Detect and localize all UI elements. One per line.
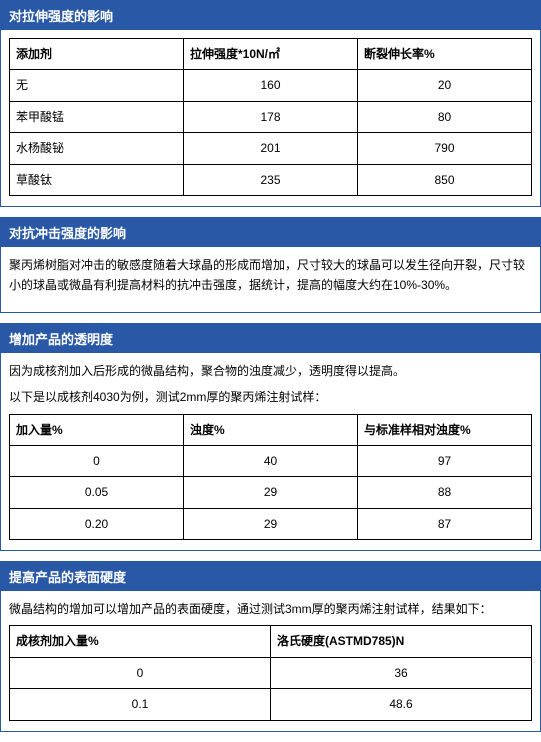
paragraph: 以下是以成核剂4030为例，测试2mm厚的聚丙烯注射试样： [9, 387, 532, 407]
cell: 97 [358, 445, 532, 476]
section-header: 提高产品的表面硬度 [1, 562, 540, 591]
table-transparency: 加入量% 浊度% 与标准样相对浊度% 0 40 97 0.05 29 88 0.… [9, 414, 532, 541]
cell: 0.1 [10, 689, 271, 720]
col-header: 断裂伸长率% [358, 39, 532, 70]
col-header: 添加剂 [10, 39, 184, 70]
table-row: 苯甲酸锰 178 80 [10, 101, 532, 132]
table-header-row: 添加剂 拉伸强度*10N/㎡ 断裂伸长率% [10, 39, 532, 70]
section-transparency: 增加产品的透明度 因为成核剂加入后形成的微晶结构，聚合物的浊度减少，透明度得以提… [0, 323, 541, 551]
section-body: 聚丙烯树脂对冲击的敏感度随着大球晶的形成而增加，尺寸较大的球晶可以发生径向开裂，… [1, 247, 540, 312]
cell: 29 [184, 477, 358, 508]
cell: 20 [358, 70, 532, 101]
col-header: 洛氏硬度(ASTMD785)N [271, 626, 532, 657]
cell: 0 [10, 657, 271, 688]
section-body: 微晶结构的增加可以增加产品的表面硬度，通过测试3mm厚的聚丙烯注射试样，结果如下… [1, 591, 540, 731]
table-header-row: 成核剂加入量% 洛氏硬度(ASTMD785)N [10, 626, 532, 657]
table-hardness: 成核剂加入量% 洛氏硬度(ASTMD785)N 0 36 0.1 48.6 [9, 625, 532, 720]
table-row: 0.20 29 87 [10, 508, 532, 539]
table-row: 无 160 20 [10, 70, 532, 101]
table-row: 草酸钛 235 850 [10, 164, 532, 195]
cell: 80 [358, 101, 532, 132]
table-row: 0 40 97 [10, 445, 532, 476]
cell: 0.05 [10, 477, 184, 508]
table-header-row: 加入量% 浊度% 与标准样相对浊度% [10, 414, 532, 445]
cell: 48.6 [271, 689, 532, 720]
col-header: 浊度% [184, 414, 358, 445]
cell: 235 [184, 164, 358, 195]
table-tensile: 添加剂 拉伸强度*10N/㎡ 断裂伸长率% 无 160 20 苯甲酸锰 178 … [9, 38, 532, 196]
section-surface-hardness: 提高产品的表面硬度 微晶结构的增加可以增加产品的表面硬度，通过测试3mm厚的聚丙… [0, 561, 541, 732]
cell: 88 [358, 477, 532, 508]
section-impact-strength: 对抗冲击强度的影响 聚丙烯树脂对冲击的敏感度随着大球晶的形成而增加，尺寸较大的球… [0, 217, 541, 313]
cell: 36 [271, 657, 532, 688]
col-header: 加入量% [10, 414, 184, 445]
table-row: 0 36 [10, 657, 532, 688]
col-header: 拉伸强度*10N/㎡ [184, 39, 358, 70]
table-row: 0.05 29 88 [10, 477, 532, 508]
cell: 850 [358, 164, 532, 195]
cell: 29 [184, 508, 358, 539]
paragraph: 微晶结构的增加可以增加产品的表面硬度，通过测试3mm厚的聚丙烯注射试样，结果如下… [9, 599, 532, 619]
cell: 无 [10, 70, 184, 101]
cell: 178 [184, 101, 358, 132]
cell: 790 [358, 133, 532, 164]
section-body: 因为成核剂加入后形成的微晶结构，聚合物的浊度减少，透明度得以提高。 以下是以成核… [1, 353, 540, 550]
cell: 0 [10, 445, 184, 476]
cell: 40 [184, 445, 358, 476]
section-body: 添加剂 拉伸强度*10N/㎡ 断裂伸长率% 无 160 20 苯甲酸锰 178 … [1, 30, 540, 206]
section-header: 增加产品的透明度 [1, 324, 540, 353]
section-header: 对抗冲击强度的影响 [1, 218, 540, 247]
table-row: 0.1 48.6 [10, 689, 532, 720]
cell: 草酸钛 [10, 164, 184, 195]
cell: 0.20 [10, 508, 184, 539]
table-row: 水杨酸铋 201 790 [10, 133, 532, 164]
cell: 201 [184, 133, 358, 164]
section-tensile-strength: 对拉伸强度的影响 添加剂 拉伸强度*10N/㎡ 断裂伸长率% 无 160 20 … [0, 0, 541, 207]
paragraph: 因为成核剂加入后形成的微晶结构，聚合物的浊度减少，透明度得以提高。 [9, 361, 532, 381]
cell: 160 [184, 70, 358, 101]
paragraph: 聚丙烯树脂对冲击的敏感度随着大球晶的形成而增加，尺寸较大的球晶可以发生径向开裂，… [9, 255, 532, 296]
cell: 水杨酸铋 [10, 133, 184, 164]
col-header: 与标准样相对浊度% [358, 414, 532, 445]
col-header: 成核剂加入量% [10, 626, 271, 657]
section-header: 对拉伸强度的影响 [1, 1, 540, 30]
cell: 苯甲酸锰 [10, 101, 184, 132]
cell: 87 [358, 508, 532, 539]
